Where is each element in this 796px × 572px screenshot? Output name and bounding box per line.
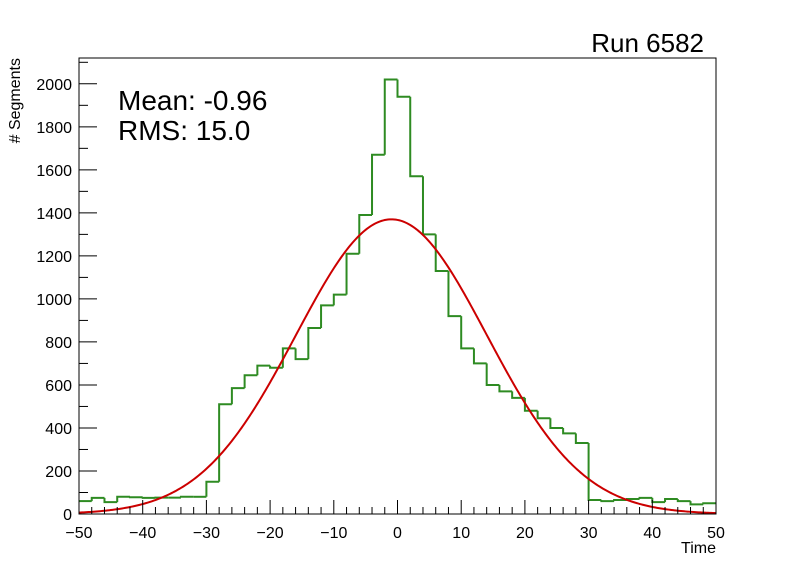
- y-tick-label: 1000: [36, 292, 72, 309]
- y-axis-title: # Segments: [7, 58, 24, 143]
- histogram-bin: [460, 316, 474, 350]
- x-tick-label: −30: [193, 525, 220, 542]
- y-tick-label: 1800: [36, 120, 72, 137]
- y-tick-label: 1600: [36, 163, 72, 180]
- histogram-bin: [498, 384, 513, 393]
- histogram-bin: [613, 499, 627, 502]
- histogram-bin: [256, 364, 271, 376]
- gaussian-fit-series: [78, 218, 717, 515]
- histogram-bin: [307, 326, 322, 360]
- histogram-bin: [676, 498, 691, 503]
- histogram-bin: [409, 96, 423, 178]
- gaussian-fit-line: [78, 218, 717, 515]
- histogram-bin: [434, 234, 449, 272]
- x-axis: −50 −40 −30 −20 −10 0 10 20 30 40 50: [65, 500, 725, 542]
- histogram-bin: [358, 214, 373, 254]
- histogram-bin: [332, 293, 347, 306]
- histogram-bin: [396, 79, 411, 98]
- histogram-bin: [600, 500, 615, 503]
- histogram-bin: [320, 304, 334, 328]
- x-axis-title: Time: [681, 540, 716, 557]
- x-tick-label: 30: [580, 525, 598, 542]
- histogram-bin: [485, 363, 500, 386]
- x-tick-label: −20: [257, 525, 284, 542]
- x-tick-label: −40: [129, 525, 156, 542]
- y-tick-label: 600: [45, 378, 72, 395]
- x-tick-label: −50: [65, 525, 92, 542]
- histogram-bin: [574, 433, 589, 445]
- x-tick-label: 10: [452, 525, 470, 542]
- histogram-bin: [664, 497, 678, 503]
- y-tick-label: 1400: [36, 206, 72, 223]
- stats-mean: Mean: -0.96: [118, 85, 267, 116]
- histogram-bin: [689, 501, 704, 506]
- histogram-bin: [638, 496, 653, 499]
- x-tick-label: 50: [707, 525, 725, 542]
- x-tick-label: 20: [516, 525, 534, 542]
- histogram-bin: [702, 502, 716, 505]
- histogram-bin: [562, 427, 576, 435]
- histogram-bin: [141, 496, 156, 499]
- y-tick-label: 1200: [36, 249, 72, 266]
- histogram-bin: [179, 495, 194, 498]
- y-tick-label: 800: [45, 335, 72, 352]
- histogram-bin: [90, 496, 105, 502]
- histogram-bin: [243, 374, 258, 389]
- stats-rms: RMS: 15.0: [118, 115, 250, 146]
- x-tick-label: −10: [320, 525, 347, 542]
- x-tick-label: 0: [393, 525, 402, 542]
- histogram-bin: [447, 270, 462, 318]
- y-axis: 0 200 400 600 800 1000 1200 1400 1600 1800 2000: [36, 61, 97, 524]
- histogram-bin: [116, 495, 130, 503]
- histogram-bin: [472, 348, 487, 365]
- y-tick-label: 0: [63, 507, 72, 524]
- x-tick-label: 40: [643, 525, 661, 542]
- histogram-bin: [103, 497, 118, 504]
- chart-title: Run 6582: [591, 28, 704, 58]
- y-tick-label: 200: [45, 464, 72, 481]
- histogram-bin: [549, 418, 564, 429]
- y-tick-label: 2000: [36, 77, 72, 94]
- histogram-bin: [205, 480, 220, 497]
- histogram-bin: [536, 410, 551, 420]
- y-tick-label: 400: [45, 421, 72, 438]
- histogram-bin: [294, 348, 309, 361]
- histogram-bin: [383, 78, 398, 155]
- histogram-bin: [230, 387, 245, 405]
- histogram-bin: [345, 252, 360, 295]
- histogram-bin: [371, 153, 385, 216]
